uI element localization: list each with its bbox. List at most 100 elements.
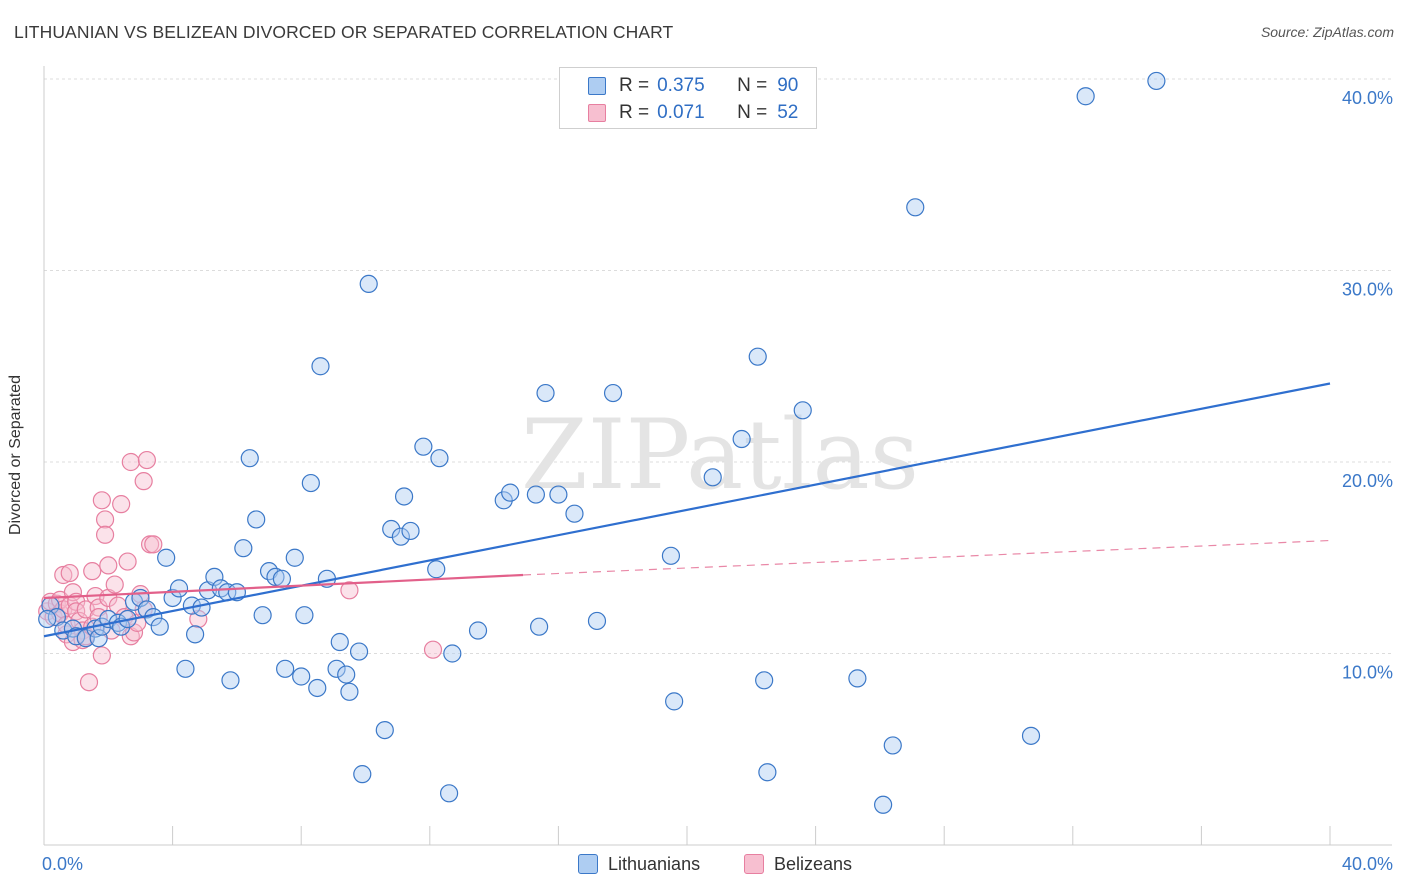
belizeans-point-51 xyxy=(423,640,443,659)
belizeans-trend-extension xyxy=(523,539,1331,576)
x-tick-labels: 0.0% 40.0% xyxy=(42,854,1393,874)
lithuanians-point-79 xyxy=(755,671,774,690)
lithuanians-point-46 xyxy=(327,659,346,678)
lithuanians-point-38 xyxy=(276,659,295,678)
lithuanians-point-57 xyxy=(401,521,420,541)
lithuanians-point-69 xyxy=(549,485,568,504)
legend-row-belizeans: R = 0.071 N = 52 xyxy=(588,101,798,125)
lithuanians-point-52 xyxy=(359,274,378,294)
belizeans-point-31 xyxy=(99,556,118,575)
lithuanians-point-36 xyxy=(266,567,285,587)
lithuanians-point-59 xyxy=(427,560,446,579)
legend-r-label: R = xyxy=(619,75,650,96)
bottom-legend-belizeans: Belizeans xyxy=(744,852,852,876)
bottom-swatch-belizeans xyxy=(744,854,764,874)
lithuanians-point-26 xyxy=(205,567,224,587)
lithuanians-point-72 xyxy=(603,383,623,403)
lithuanians-point-41 xyxy=(295,606,314,625)
lithuanians-point-51 xyxy=(353,765,372,784)
lithuanians-point-60 xyxy=(430,449,449,468)
belizeans-point-48 xyxy=(144,535,163,554)
lithuanians-point-53 xyxy=(375,720,394,740)
belizeans-point-6 xyxy=(54,565,73,585)
lithuanians-point-78 xyxy=(748,347,767,366)
legend-r-value: 0.071 xyxy=(657,102,705,123)
lithuanians-point-88 xyxy=(1147,71,1166,91)
lithuanians-point-87 xyxy=(1076,87,1095,106)
y-tick-label-2: 30.0% xyxy=(1342,280,1393,300)
lithuanians-point-67 xyxy=(530,617,549,636)
lithuanians-point-80 xyxy=(758,763,777,782)
y-tick-label-1: 20.0% xyxy=(1342,471,1393,491)
legend-r-label: R = xyxy=(619,102,650,123)
legend-row-lithuanians: R = 0.375 N = 90 xyxy=(588,74,798,98)
lithuanians-point-18 xyxy=(157,548,176,567)
chart-title: LITHUANIAN VS BELIZEAN DIVORCED OR SEPAR… xyxy=(14,22,674,42)
lithuanians-point-83 xyxy=(874,795,893,814)
y-tick-label-3: 40.0% xyxy=(1342,88,1393,108)
lithuanians-point-54 xyxy=(382,519,401,539)
belizeans-point-50 xyxy=(340,581,359,600)
lithuanians-point-17 xyxy=(150,617,169,636)
lithuanians-point-31 xyxy=(234,539,253,558)
belizeans-point-11 xyxy=(60,563,79,583)
grid-lines xyxy=(44,78,1392,654)
y-tick-labels: 10.0% 20.0% 30.0% 40.0% xyxy=(1342,88,1393,683)
lithuanians-point-58 xyxy=(414,437,433,456)
belizeans-point-29 xyxy=(95,510,115,529)
lithuanians-point-84 xyxy=(883,736,902,755)
legend-n-label: N = xyxy=(737,75,768,96)
legend-n-value: 52 xyxy=(777,102,799,123)
legend-swatch-lithuanians xyxy=(588,77,606,95)
lithuanians-point-34 xyxy=(253,606,272,625)
lithuanians-point-21 xyxy=(176,659,195,678)
lithuanians-point-62 xyxy=(443,644,462,663)
lithuanians-point-89 xyxy=(38,609,57,629)
bottom-legend-label-belizeans: Belizeans xyxy=(774,853,853,874)
y-tick-label-0: 10.0% xyxy=(1342,663,1393,683)
lithuanians-point-39 xyxy=(285,548,304,567)
axes xyxy=(43,66,1392,846)
lithuanians-point-32 xyxy=(240,449,259,468)
lithuanians-point-37 xyxy=(272,569,292,588)
belizeans-point-36 xyxy=(112,495,131,514)
lithuanians-point-23 xyxy=(186,625,205,644)
belizeans-point-27 xyxy=(92,646,111,665)
lithuanians-point-20 xyxy=(169,579,189,598)
bottom-legend-label-lithuanians: Lithuanians xyxy=(608,853,701,874)
lithuanians-point-63 xyxy=(468,621,488,640)
lithuanians-point-47 xyxy=(330,632,349,652)
lithuanians-point-42 xyxy=(301,473,320,493)
belizeans-points xyxy=(38,450,443,692)
lithuanians-point-74 xyxy=(661,546,681,565)
belizeans-point-40 xyxy=(121,452,140,472)
trend-lines xyxy=(43,382,1331,638)
bottom-swatch-lithuanians xyxy=(578,854,598,874)
lithuanians-points xyxy=(38,71,1166,814)
lithuanians-point-70 xyxy=(565,504,584,523)
belizeans-trend-line xyxy=(43,573,524,600)
lithuanians-point-5 xyxy=(76,629,95,648)
lithuanians-point-76 xyxy=(703,468,722,487)
lithuanians-point-85 xyxy=(906,198,925,217)
belizeans-point-34 xyxy=(105,575,124,594)
lithuanians-point-49 xyxy=(340,682,359,701)
lithuanians-point-50 xyxy=(349,642,369,661)
lithuanians-point-19 xyxy=(163,588,182,608)
lithuanians-point-44 xyxy=(311,357,330,376)
lithuanians-point-66 xyxy=(526,485,545,504)
belizeans-point-38 xyxy=(118,552,137,571)
lithuanians-point-65 xyxy=(501,483,520,502)
legend-n-label: N = xyxy=(737,102,768,123)
legend-swatch-belizeans xyxy=(588,104,606,122)
lithuanians-point-81 xyxy=(793,401,812,420)
lithuanians-point-43 xyxy=(308,678,327,698)
belizeans-point-28 xyxy=(92,491,111,510)
lithuanians-point-71 xyxy=(587,611,607,631)
correlation-legend: R = 0.375 N = 90 R = 0.071 N = 52 xyxy=(559,67,817,129)
lithuanians-point-86 xyxy=(1021,726,1041,745)
lithuanians-point-82 xyxy=(848,669,867,688)
source-credit: Source: ZipAtlas.com xyxy=(1260,24,1394,40)
x-tick-label-1: 40.0% xyxy=(1342,854,1393,874)
lithuanians-point-7 xyxy=(89,629,108,648)
